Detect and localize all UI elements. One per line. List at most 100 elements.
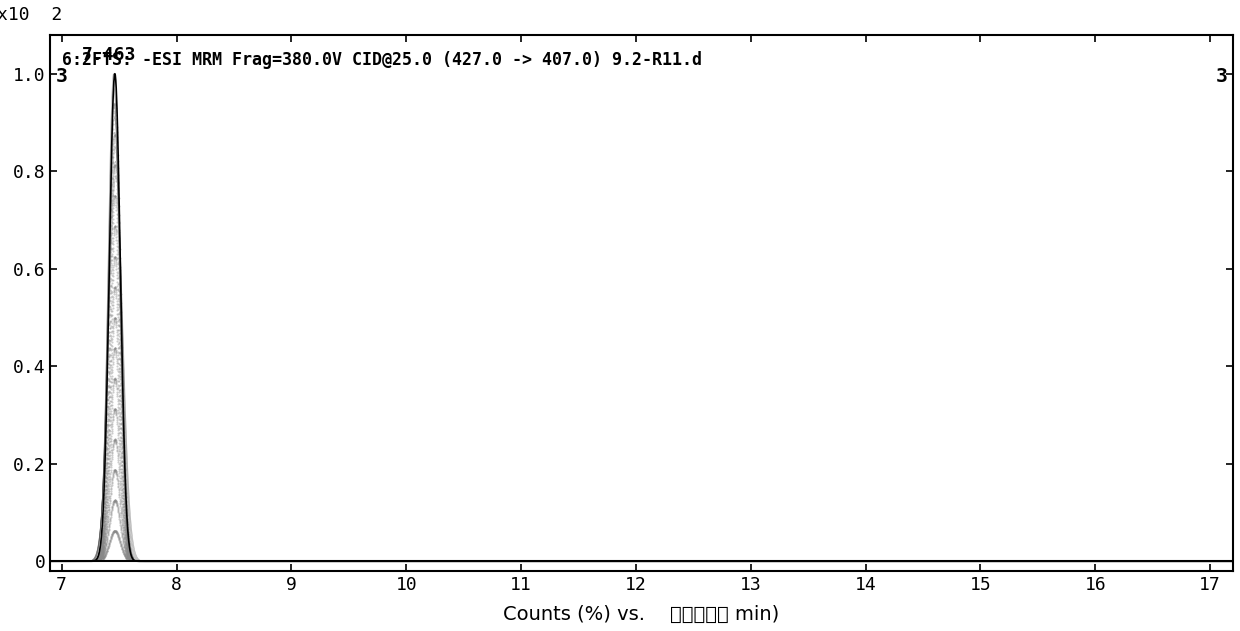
Point: [88, 553, 108, 563]
Point: [98, 378, 118, 388]
Point: [117, 524, 136, 534]
Point: [92, 536, 112, 546]
Point: [102, 233, 122, 243]
Point: [118, 529, 138, 539]
Point: [114, 448, 134, 458]
Point: [119, 546, 139, 556]
Point: [89, 552, 109, 562]
Point: [94, 537, 114, 547]
Point: [119, 553, 139, 563]
Point: [89, 549, 109, 559]
Point: [104, 163, 124, 174]
Point: [109, 290, 129, 300]
Point: [104, 465, 124, 475]
Point: [102, 205, 122, 215]
Point: [109, 271, 129, 281]
Point: [95, 536, 115, 546]
Point: [103, 206, 123, 216]
Point: [93, 553, 113, 563]
Point: [104, 526, 124, 536]
Point: [112, 437, 131, 447]
Point: [120, 550, 140, 560]
Point: [102, 370, 122, 380]
Point: [118, 522, 138, 532]
Point: [108, 177, 128, 187]
Point: [105, 252, 125, 262]
Point: [113, 460, 133, 470]
Point: [91, 545, 110, 555]
Point: [93, 537, 113, 547]
Point: [93, 520, 113, 530]
Point: [104, 497, 124, 507]
Point: [100, 408, 120, 418]
Point: [102, 300, 122, 310]
Point: [93, 526, 113, 536]
Point: [102, 206, 122, 216]
Point: [117, 553, 136, 563]
Point: [104, 191, 124, 201]
Point: [105, 283, 125, 293]
Point: [107, 216, 126, 227]
Point: [98, 465, 118, 475]
Point: [93, 531, 113, 541]
Point: [100, 439, 120, 449]
Point: [95, 520, 115, 530]
Point: [109, 449, 129, 459]
Point: [113, 448, 133, 458]
Point: [108, 456, 128, 466]
Point: [107, 267, 126, 277]
Point: [95, 498, 115, 509]
Point: [117, 530, 136, 540]
Point: [113, 387, 133, 398]
Point: [91, 545, 110, 555]
Point: [110, 384, 130, 394]
Point: [92, 538, 112, 548]
Point: [103, 326, 123, 336]
Point: [108, 309, 128, 319]
Point: [93, 553, 113, 563]
Point: [99, 481, 119, 491]
Point: [105, 526, 125, 536]
Point: [108, 479, 128, 489]
Point: [88, 553, 108, 563]
Point: [94, 488, 114, 498]
Point: [103, 195, 123, 205]
Point: [104, 313, 124, 323]
Point: [117, 512, 136, 522]
Point: [89, 550, 109, 560]
Point: [91, 543, 110, 553]
Point: [123, 553, 143, 563]
Point: [110, 404, 130, 415]
Point: [119, 549, 139, 559]
Point: [91, 545, 110, 555]
Point: [92, 528, 112, 538]
Point: [93, 551, 113, 562]
Point: [94, 516, 114, 526]
Point: [107, 138, 126, 148]
Point: [110, 411, 130, 421]
Point: [110, 391, 130, 401]
Point: [104, 196, 124, 206]
Point: [104, 404, 124, 415]
Point: [92, 551, 112, 562]
Point: [99, 488, 119, 498]
Point: [92, 529, 112, 540]
Point: [122, 553, 141, 563]
Point: [92, 533, 112, 543]
Point: [112, 442, 131, 452]
Point: [97, 536, 117, 546]
Point: [112, 438, 131, 448]
Point: [120, 552, 140, 562]
Point: [115, 529, 135, 539]
Point: [94, 545, 114, 555]
Point: [117, 519, 136, 529]
Point: [89, 552, 109, 562]
Point: [99, 425, 119, 435]
Point: [115, 551, 135, 562]
Point: [92, 528, 112, 538]
Point: [103, 352, 123, 362]
Point: [100, 273, 120, 283]
Point: [98, 468, 118, 478]
Point: [118, 537, 138, 547]
Point: [94, 495, 114, 505]
